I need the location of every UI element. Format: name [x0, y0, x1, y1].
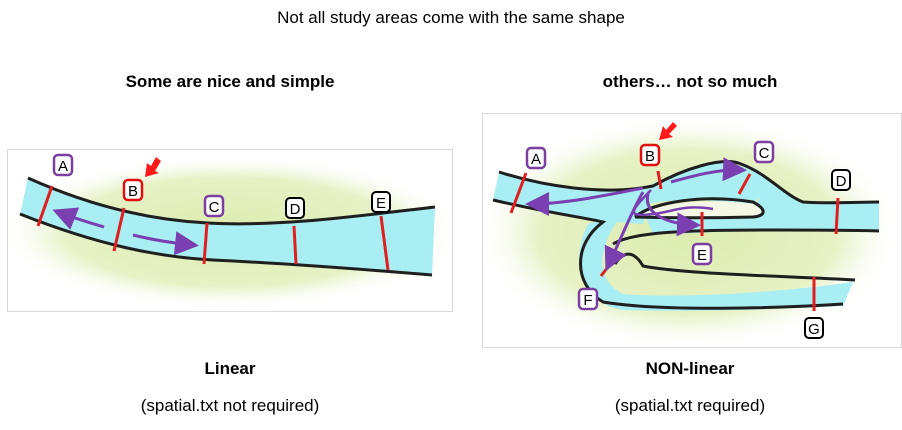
non-linear-river-diagram: A B C D E F G [483, 114, 901, 347]
left-heading: Some are nice and simple [125, 72, 335, 91]
badge-f: F [577, 287, 599, 311]
badge-g-label: G [808, 321, 820, 338]
transect-b [656, 170, 663, 190]
right-heading: others… not so much [602, 72, 778, 91]
badge-a-label: A [531, 151, 541, 168]
river-channel [20, 178, 435, 275]
badge-g: G [804, 317, 824, 339]
badge-e-label: E [376, 195, 386, 212]
river-channel-entry [493, 172, 653, 224]
badge-b-label: B [128, 183, 138, 200]
badge-a: A [52, 153, 74, 177]
flow-arrow-island [645, 193, 701, 237]
right-label: NON-linear [645, 359, 735, 378]
left-sublabel: (spatial.txt not required) [140, 396, 320, 415]
transect-e [379, 215, 390, 271]
badge-d: D [285, 197, 305, 219]
river-bank-north [27, 176, 436, 226]
transect-a [36, 185, 54, 227]
badge-d-label: D [290, 201, 301, 218]
transect-d [292, 225, 298, 265]
linear-river-diagram: A B C D E [8, 153, 452, 310]
badge-f-label: F [583, 292, 592, 309]
transect-c [737, 173, 752, 195]
river-island [635, 201, 762, 218]
badge-c-label: C [209, 199, 220, 216]
flow-arrow-upstream [52, 207, 105, 230]
badge-b-label: B [645, 148, 655, 165]
badge-c: C [753, 140, 775, 164]
badge-c: C [203, 194, 225, 218]
badge-a: A [525, 146, 547, 170]
flow-arrow-west [525, 186, 644, 216]
right-sublabel: (spatial.txt required) [614, 396, 766, 415]
left-label: Linear [204, 359, 256, 378]
highlight-arrow-b [659, 122, 677, 140]
badge-d: D [831, 169, 851, 191]
transect-c [202, 222, 209, 265]
badge-b: B [122, 178, 144, 202]
linear-diagram-panel: A B C D E [7, 149, 453, 312]
transect-a [509, 172, 528, 214]
badge-e: E [691, 242, 713, 266]
transect-d [834, 197, 840, 235]
flow-arrow-downstream [132, 231, 199, 256]
badge-e: E [371, 191, 391, 213]
page-title: Not all study areas come with the same s… [277, 8, 625, 27]
river-bank-south [19, 212, 433, 277]
bank-middle [612, 228, 880, 246]
transect-b [112, 207, 126, 252]
badge-c-label: C [759, 145, 770, 162]
badge-b: B [639, 143, 661, 167]
bank-south-west [492, 198, 844, 310]
flow-arrow-curve [632, 189, 714, 217]
highlight-arrow-b [145, 157, 161, 177]
non-linear-diagram-panel: A B C D E F G [482, 113, 902, 348]
badge-e-label: E [697, 247, 707, 264]
badge-d-label: D [836, 173, 847, 190]
badge-a-label: A [58, 158, 68, 175]
flow-arrow-east-upper [670, 157, 747, 184]
flow-arrow-south [604, 191, 645, 272]
